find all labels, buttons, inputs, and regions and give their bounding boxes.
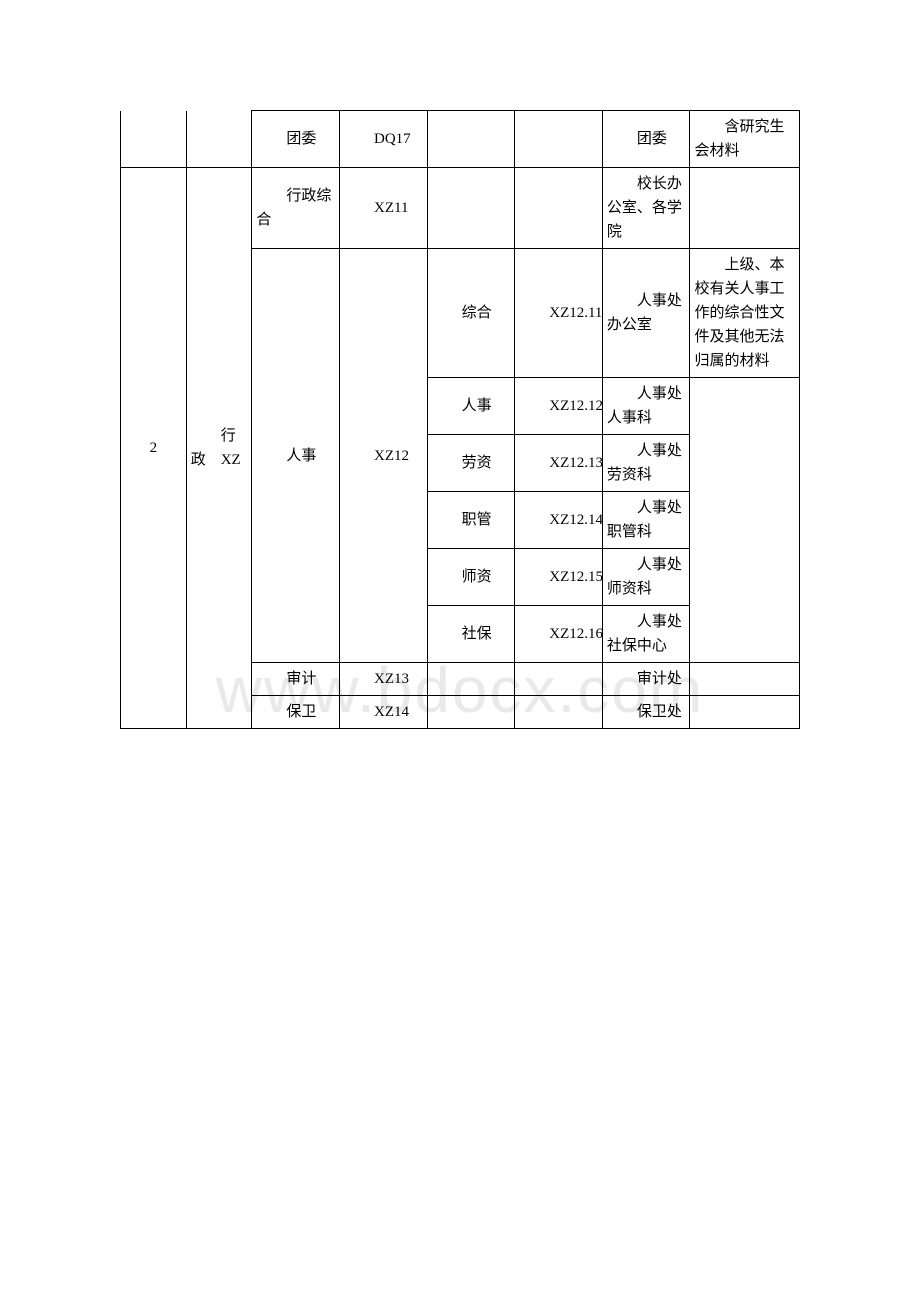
cell: 劳资	[427, 435, 515, 492]
cell	[690, 168, 800, 249]
cell	[690, 663, 800, 696]
cell: XZ14	[340, 696, 428, 729]
cell: 审计	[252, 663, 340, 696]
cell: 含研究生会材料	[690, 111, 800, 168]
cell: 人事处社保中心	[602, 606, 690, 663]
cell: 校长办公室、各学院	[602, 168, 690, 249]
cell: 人事处办公室	[602, 249, 690, 378]
cell	[427, 111, 515, 168]
cell: 上级、本校有关人事工作的综合性文件及其他无法归属的材料	[690, 249, 800, 378]
cell: 2	[121, 168, 187, 729]
cell: 行政综合	[252, 168, 340, 249]
cell	[515, 111, 603, 168]
cell: 人事处职管科	[602, 492, 690, 549]
cell: DQ17	[340, 111, 428, 168]
cell	[121, 111, 187, 168]
table-row: 团委 DQ17 团委 含研究生会材料	[121, 111, 800, 168]
cell: 人事	[252, 249, 340, 663]
cell: 人事处师资科	[602, 549, 690, 606]
table-row: 2 行政 XZ 行政综合 XZ11 校长办公室、各学院	[121, 168, 800, 249]
cell: 保卫	[252, 696, 340, 729]
cell: XZ12.13	[515, 435, 603, 492]
cell: 保卫处	[602, 696, 690, 729]
cell: 综合	[427, 249, 515, 378]
classification-table: 团委 DQ17 团委 含研究生会材料 2 行政 XZ 行政综合 XZ11 校长办…	[120, 110, 800, 729]
cell: 社保	[427, 606, 515, 663]
cell	[186, 111, 252, 168]
cell	[427, 696, 515, 729]
cell	[515, 696, 603, 729]
cell	[427, 663, 515, 696]
cell: 人事	[427, 378, 515, 435]
cell	[427, 168, 515, 249]
cell	[515, 168, 603, 249]
page-container: 团委 DQ17 团委 含研究生会材料 2 行政 XZ 行政综合 XZ11 校长办…	[120, 110, 800, 729]
cell: XZ12.14	[515, 492, 603, 549]
cell: XZ12.11	[515, 249, 603, 378]
cell	[515, 663, 603, 696]
cell: 人事处劳资科	[602, 435, 690, 492]
cell: XZ13	[340, 663, 428, 696]
cell: 审计处	[602, 663, 690, 696]
cell: XZ12.12	[515, 378, 603, 435]
cell	[690, 378, 800, 663]
cell: 人事处人事科	[602, 378, 690, 435]
cell: XZ12	[340, 249, 428, 663]
cell: 行政 XZ	[186, 168, 252, 729]
cell: 师资	[427, 549, 515, 606]
cell: 团委	[252, 111, 340, 168]
cell: 职管	[427, 492, 515, 549]
cell: 团委	[602, 111, 690, 168]
cell: XZ11	[340, 168, 428, 249]
cell: XZ12.16	[515, 606, 603, 663]
cell: XZ12.15	[515, 549, 603, 606]
cell	[690, 696, 800, 729]
